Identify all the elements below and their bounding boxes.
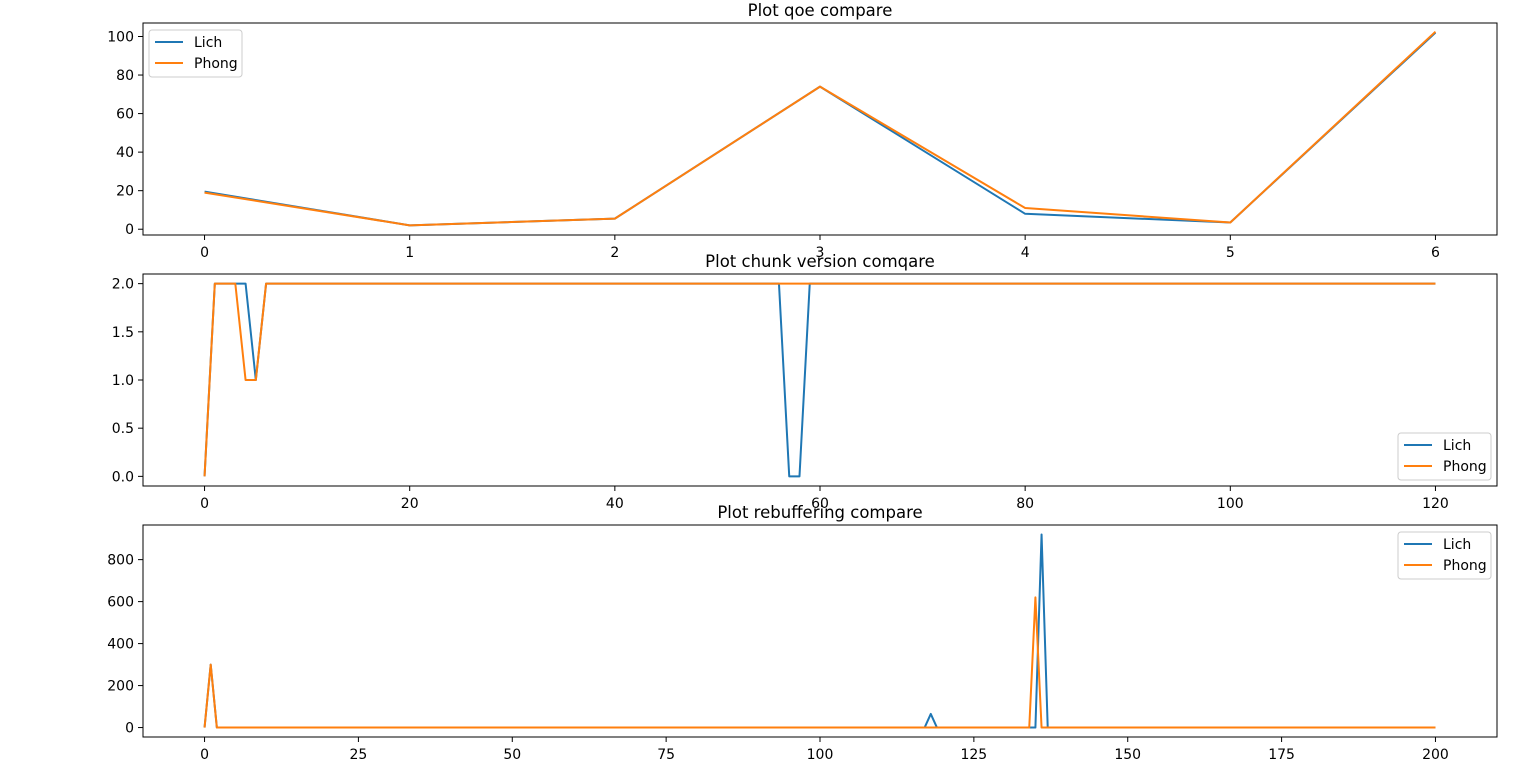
chart-title: Plot chunk version comqare [705, 252, 935, 271]
x-tick-label: 4 [1021, 245, 1030, 261]
chart-title: Plot qoe compare [748, 1, 893, 20]
x-tick-label: 50 [503, 747, 521, 762]
x-tick-label: 3 [816, 245, 825, 261]
y-tick-label: 1.0 [112, 373, 134, 389]
x-tick-label: 0 [200, 245, 209, 261]
plot-frame [142, 22, 1498, 236]
x-tick-label: 150 [1114, 747, 1141, 762]
x-tick-label: 40 [606, 496, 624, 512]
x-tick-label: 120 [1422, 496, 1449, 512]
x-tick-label: 25 [349, 747, 367, 762]
plot-frame [142, 524, 1498, 738]
x-tick-label: 0 [200, 747, 209, 762]
legend: Lich Phong [1397, 531, 1492, 580]
legend: Lich Phong [148, 29, 243, 78]
legend-label-phong: Phong [1443, 459, 1487, 475]
series-line-lich [203, 282, 1436, 478]
x-tick-label: 6 [1431, 245, 1440, 261]
x-tick-label: 20 [401, 496, 419, 512]
y-tick-label: 20 [116, 184, 134, 200]
legend-label-lich: Lich [194, 35, 222, 51]
y-tick-label: 40 [116, 145, 134, 161]
x-tick-label: 5 [1226, 245, 1235, 261]
x-tick-label: 75 [657, 747, 675, 762]
series-line-phong [203, 596, 1436, 729]
y-tick-label: 800 [107, 553, 134, 569]
y-tick-label: 0 [125, 721, 134, 737]
y-tick-label: 1.5 [112, 325, 134, 341]
series-line-lich [203, 533, 1436, 729]
y-tick-label: 60 [116, 107, 134, 123]
y-tick-label: 600 [107, 595, 134, 611]
y-tick-label: 0.5 [112, 421, 134, 437]
y-tick-label: 0 [125, 222, 134, 238]
x-tick-label: 0 [200, 496, 209, 512]
plot-frame [142, 273, 1498, 487]
x-tick-label: 100 [1217, 496, 1244, 512]
y-tick-label: 0.0 [112, 469, 134, 485]
subplot-2: Plot chunk version comqare 0 20 40 60 80 100 12… [112, 252, 1498, 512]
legend-label-lich: Lich [1443, 438, 1471, 454]
legend-label-phong: Phong [194, 56, 238, 72]
x-tick-label: 200 [1422, 747, 1449, 762]
series-line-lich [204, 31, 1437, 227]
x-tick-label: 60 [811, 496, 829, 512]
series-line-phong [204, 30, 1437, 227]
x-tick-label: 100 [807, 747, 834, 762]
x-tick-label: 175 [1268, 747, 1295, 762]
legend: Lich Phong [1397, 432, 1492, 481]
x-tick-label: 2 [610, 245, 619, 261]
x-tick-label: 125 [960, 747, 987, 762]
legend-label-lich: Lich [1443, 537, 1471, 553]
y-tick-label: 400 [107, 637, 134, 653]
chart-title: Plot rebuffering compare [717, 503, 922, 522]
y-tick-label: 80 [116, 68, 134, 84]
series-line-phong [203, 282, 1436, 477]
y-tick-label: 2.0 [112, 277, 134, 293]
y-tick-label: 200 [107, 679, 134, 695]
x-tick-label: 1 [405, 245, 414, 261]
y-tick-label: 100 [107, 29, 134, 45]
legend-label-phong: Phong [1443, 558, 1487, 574]
x-tick-label: 80 [1016, 496, 1034, 512]
subplot-3: Plot rebuffering compare 0 25 50 75 100 125 150… [107, 503, 1498, 762]
